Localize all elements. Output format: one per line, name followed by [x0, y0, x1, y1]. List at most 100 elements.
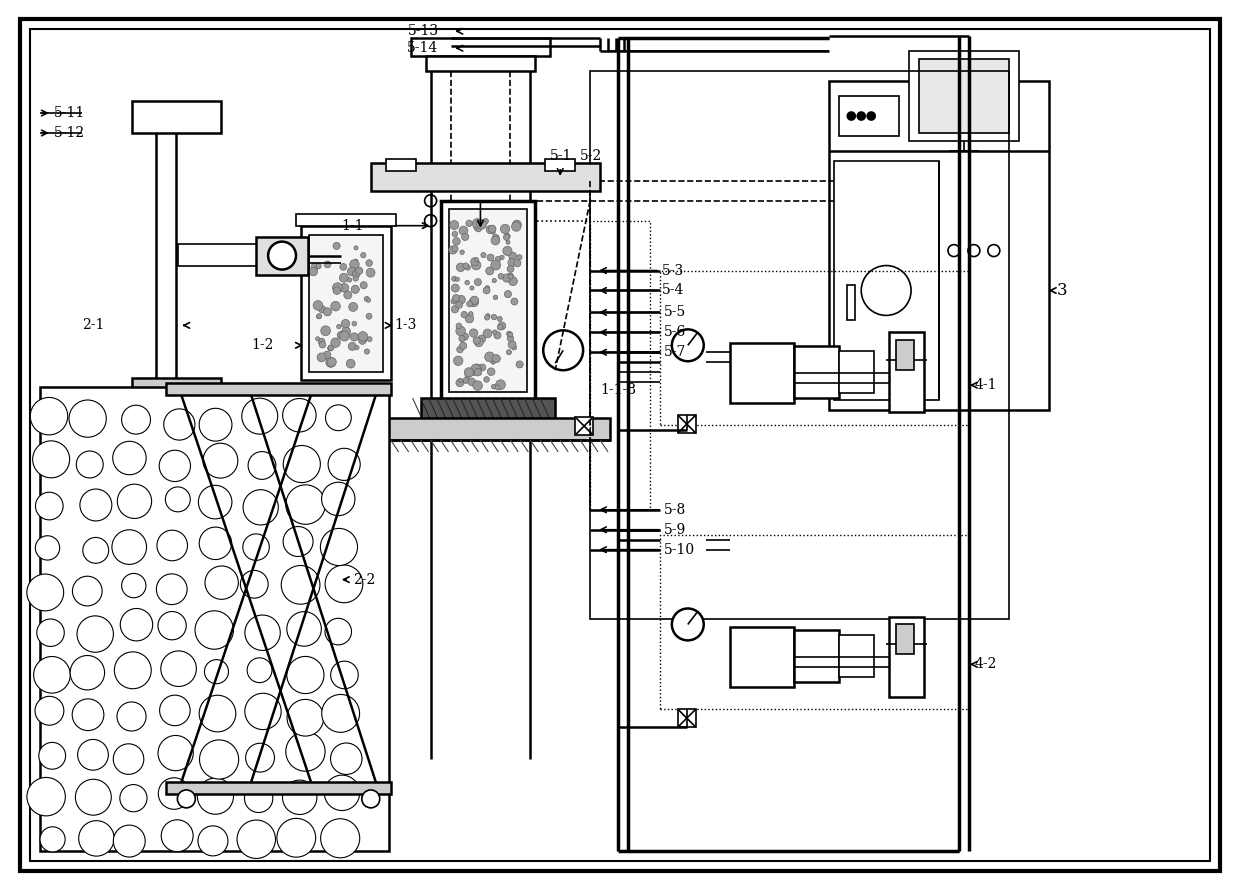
Text: 2-2: 2-2 [353, 572, 374, 587]
Circle shape [243, 490, 278, 525]
Circle shape [497, 316, 502, 321]
Circle shape [500, 255, 505, 260]
Text: 3: 3 [1056, 282, 1068, 299]
Circle shape [244, 693, 281, 730]
Circle shape [453, 238, 460, 245]
Circle shape [465, 372, 471, 378]
Circle shape [37, 619, 64, 646]
Circle shape [317, 353, 326, 362]
Text: 2-1: 2-1 [82, 319, 104, 332]
Circle shape [36, 492, 63, 520]
Circle shape [453, 246, 458, 252]
Circle shape [352, 321, 357, 326]
Circle shape [492, 234, 500, 241]
Circle shape [502, 247, 512, 255]
Circle shape [451, 276, 456, 281]
Circle shape [453, 295, 460, 302]
Text: 5-10: 5-10 [663, 543, 694, 556]
Circle shape [459, 378, 463, 383]
Circle shape [516, 360, 523, 368]
Circle shape [329, 449, 360, 481]
Bar [590, 221, 650, 510]
Circle shape [988, 245, 999, 256]
Text: 5-12: 5-12 [53, 126, 84, 140]
Circle shape [461, 233, 469, 240]
Circle shape [326, 358, 336, 368]
Circle shape [466, 301, 472, 307]
Circle shape [449, 246, 458, 254]
Circle shape [27, 778, 66, 816]
Circle shape [122, 405, 150, 434]
Bar [166, 782, 391, 794]
Circle shape [340, 273, 348, 282]
Circle shape [324, 352, 331, 359]
Circle shape [165, 487, 190, 512]
Circle shape [508, 274, 513, 279]
Bar [897, 625, 914, 654]
Circle shape [327, 358, 336, 367]
Circle shape [507, 265, 513, 272]
Circle shape [237, 820, 275, 859]
Bar [830, 81, 1049, 410]
Circle shape [353, 276, 358, 281]
Circle shape [497, 324, 503, 330]
Circle shape [424, 174, 436, 187]
Circle shape [512, 220, 521, 229]
Circle shape [492, 279, 496, 283]
Circle shape [424, 195, 436, 206]
Circle shape [334, 242, 340, 249]
Circle shape [465, 280, 470, 285]
Circle shape [69, 400, 107, 437]
Circle shape [456, 263, 465, 271]
Circle shape [496, 380, 506, 390]
Circle shape [243, 534, 269, 561]
Circle shape [489, 225, 496, 232]
Circle shape [244, 784, 273, 813]
Bar [729, 627, 795, 687]
Circle shape [316, 263, 321, 269]
Circle shape [491, 230, 495, 234]
Circle shape [350, 260, 360, 269]
Circle shape [498, 273, 503, 279]
Circle shape [244, 615, 280, 651]
Bar [425, 56, 536, 71]
Bar [847, 286, 856, 320]
Bar [309, 235, 383, 372]
Circle shape [76, 780, 112, 815]
Circle shape [451, 284, 459, 292]
Circle shape [847, 112, 856, 120]
Circle shape [156, 574, 187, 604]
Circle shape [317, 313, 322, 319]
Circle shape [472, 219, 482, 229]
Circle shape [337, 331, 345, 339]
Text: 4-1: 4-1 [975, 378, 997, 392]
Circle shape [424, 214, 436, 227]
Bar [590, 71, 1009, 619]
Text: 5-7: 5-7 [663, 345, 686, 360]
Circle shape [365, 349, 370, 354]
Circle shape [316, 314, 321, 319]
Circle shape [283, 781, 317, 814]
Circle shape [460, 342, 466, 350]
Circle shape [268, 242, 296, 270]
Circle shape [325, 565, 363, 603]
Circle shape [475, 279, 481, 286]
Circle shape [463, 377, 469, 384]
Circle shape [491, 384, 496, 389]
Bar [131, 378, 221, 390]
Circle shape [486, 267, 494, 275]
Text: 5-1: 5-1 [551, 149, 573, 163]
Circle shape [72, 699, 104, 731]
Circle shape [331, 302, 340, 311]
Circle shape [362, 790, 379, 808]
Circle shape [353, 246, 358, 250]
Circle shape [241, 570, 268, 598]
Circle shape [451, 305, 459, 313]
Circle shape [159, 778, 190, 809]
Circle shape [507, 331, 512, 336]
Circle shape [487, 254, 494, 261]
Bar [678, 415, 696, 433]
Circle shape [113, 825, 145, 857]
Bar [919, 60, 1009, 133]
Circle shape [477, 335, 486, 343]
